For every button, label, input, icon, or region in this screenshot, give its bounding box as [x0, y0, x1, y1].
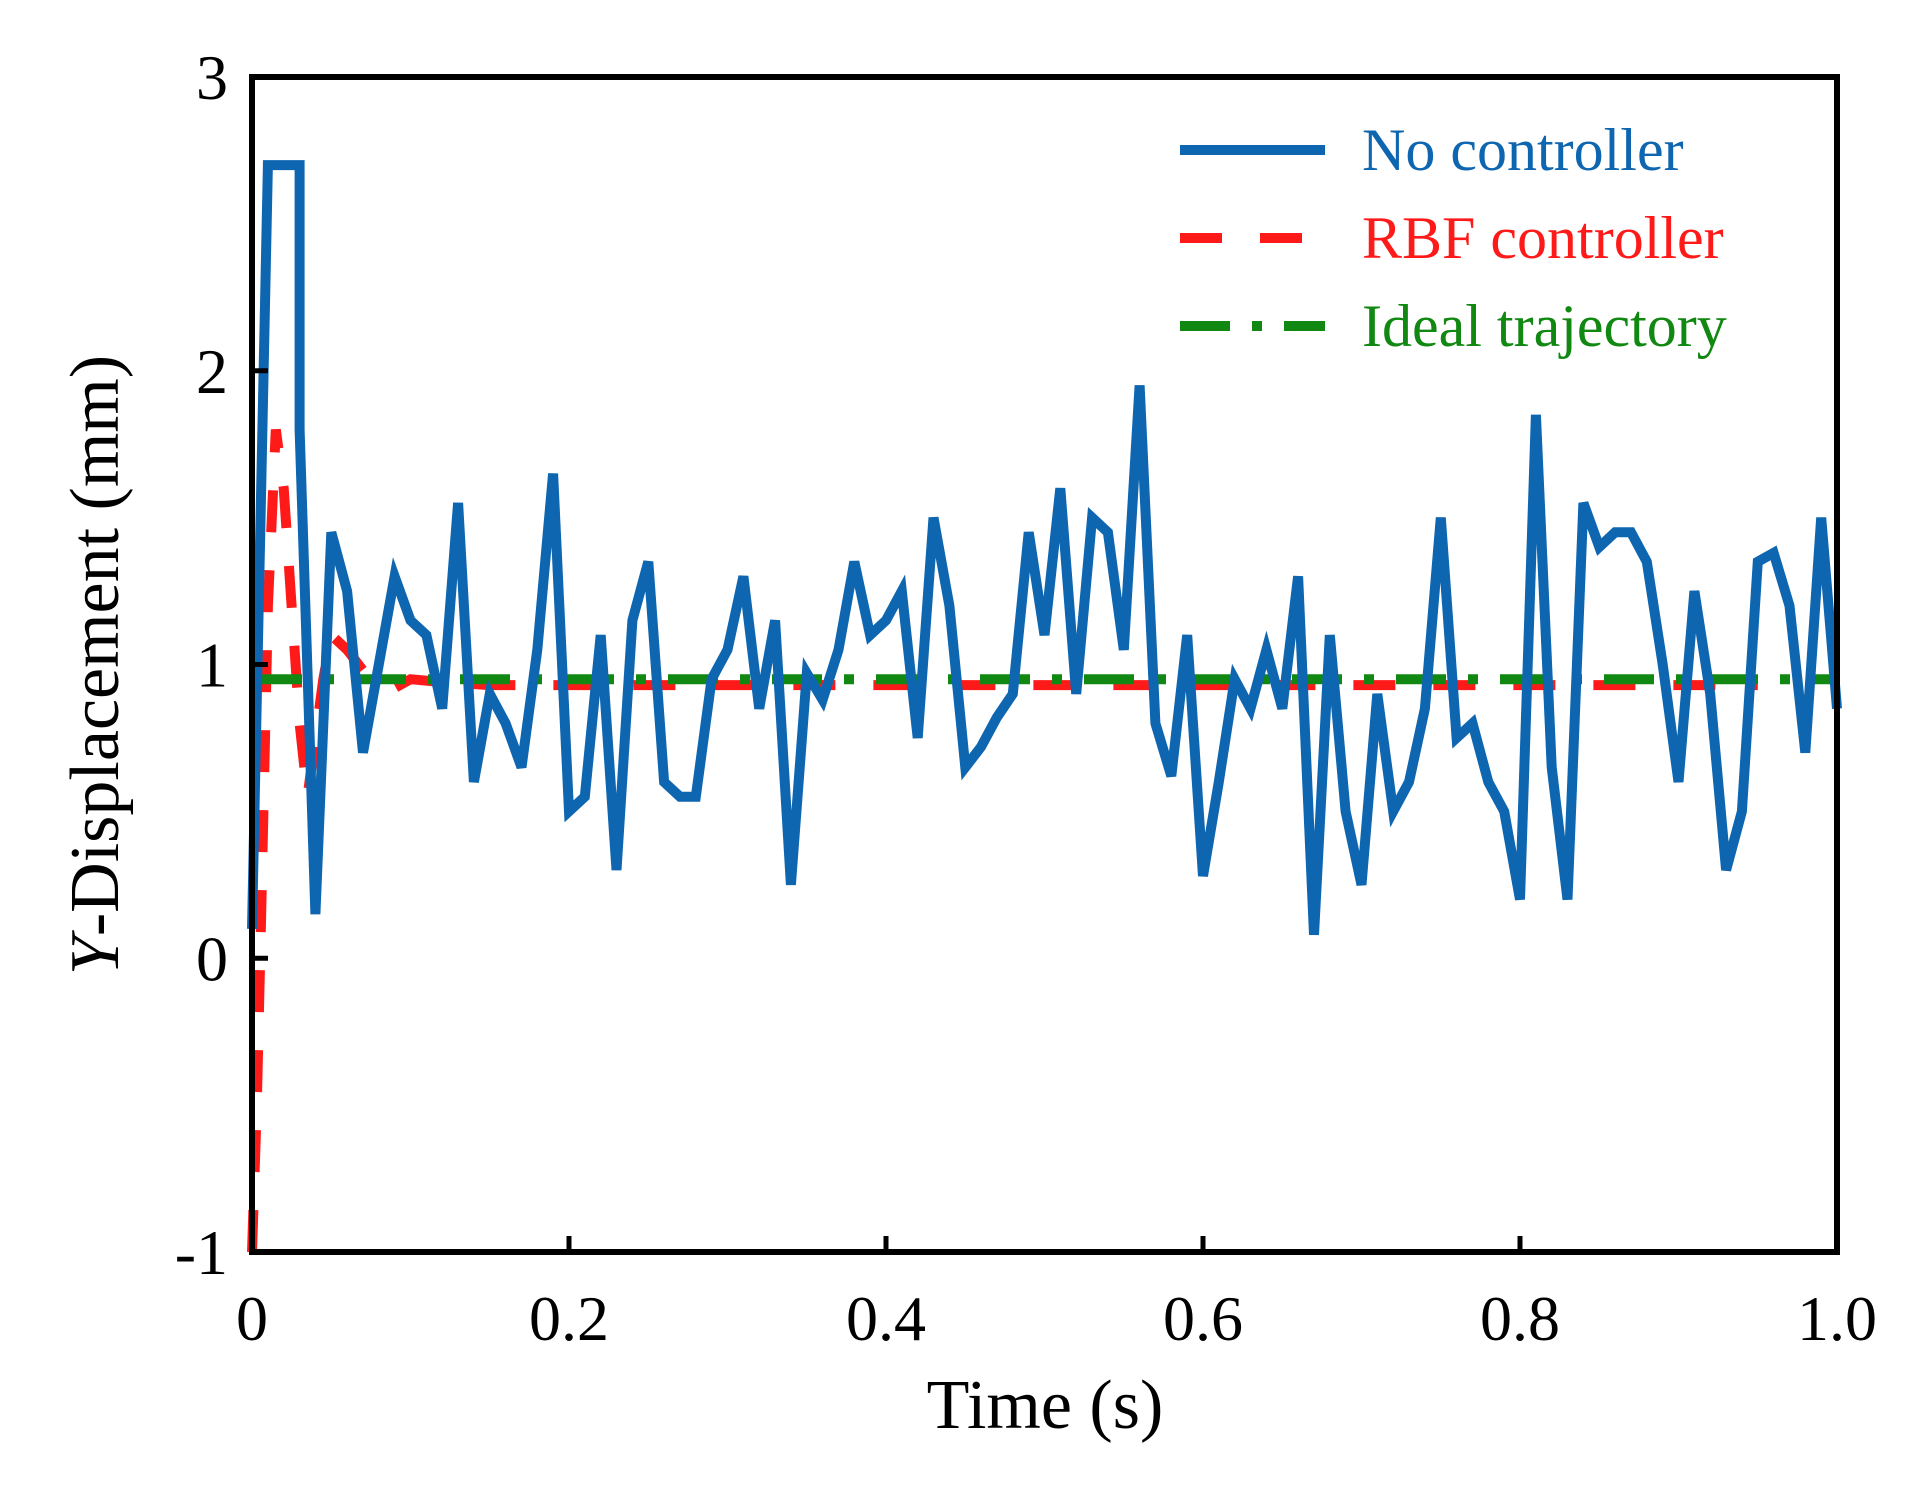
series-line-no-controller	[247, 160, 1842, 936]
x-tick-label: 0.2	[529, 1283, 609, 1354]
x-tick-label: 0	[236, 1283, 268, 1354]
y-tick-label: -1	[175, 1217, 228, 1288]
y-axis-title-italic: Y	[57, 929, 134, 975]
x-tick-label: 1.0	[1797, 1283, 1877, 1354]
series-line-rbf-controller	[247, 428, 1758, 1253]
legend-label: No controller	[1362, 117, 1684, 183]
legend-label: Ideal trajectory	[1362, 293, 1727, 359]
y-axis-title-rest: -Displacement (mm)	[57, 355, 134, 936]
x-tick-label: 0.6	[1163, 1283, 1243, 1354]
legend-label: RBF controller	[1362, 205, 1724, 271]
y-tick-label: 3	[196, 42, 228, 113]
x-axis-title: Time (s)	[927, 1367, 1164, 1444]
legend: No controller RBF controller Ideal traject…	[1180, 117, 1727, 359]
y-tick-label: 1	[196, 630, 228, 701]
series-layer	[247, 160, 1842, 1253]
y-axis-title: Y-Displacement (mm)	[57, 355, 134, 975]
y-tick-label: 2	[196, 336, 228, 407]
x-tick-label: 0.8	[1480, 1283, 1560, 1354]
x-tick-label: 0.4	[846, 1283, 926, 1354]
y-tick-label: 0	[196, 923, 228, 994]
